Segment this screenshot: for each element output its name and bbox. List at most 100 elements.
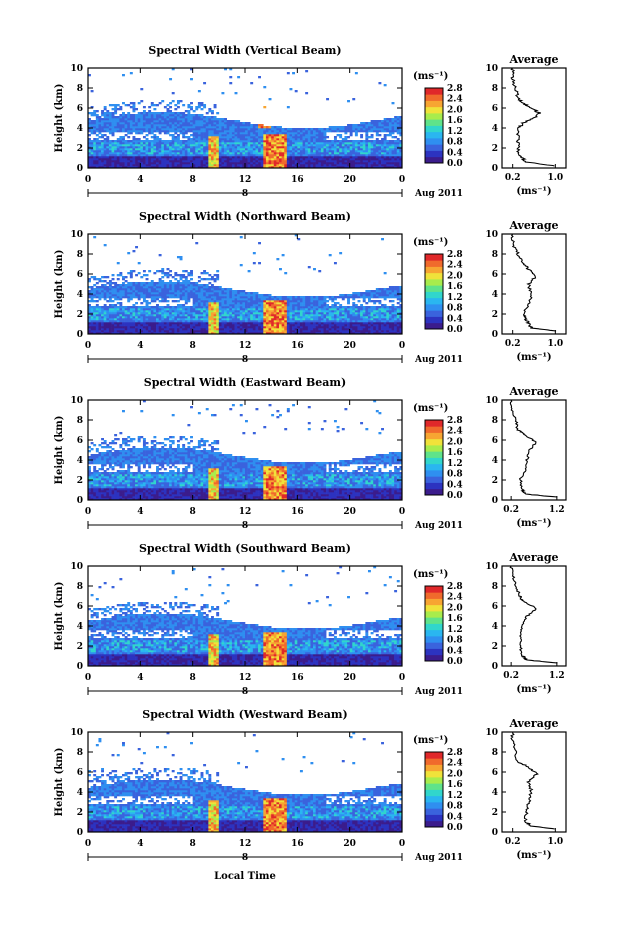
heatmap-cell xyxy=(263,136,267,139)
heatmap-cell xyxy=(265,308,269,311)
heatmap-cell xyxy=(169,130,173,133)
heatmap-cell xyxy=(184,116,188,119)
heatmap-cell xyxy=(176,330,180,333)
heatmap-cell xyxy=(179,314,183,317)
heatmap-cell xyxy=(176,316,180,319)
heatmap-cell xyxy=(184,144,188,147)
heatmap-cell xyxy=(195,128,199,131)
heatmap-cell xyxy=(245,162,248,165)
heatmap-cell xyxy=(163,128,167,131)
heatmap-cell xyxy=(299,324,303,327)
heatmap-cell xyxy=(231,136,235,139)
heatmap-cell xyxy=(263,142,267,145)
profile-x-tick-label: 0.2 xyxy=(505,173,521,183)
heatmap-cell xyxy=(354,134,358,137)
heatmap-cell xyxy=(124,318,128,321)
heatmap-cell xyxy=(320,148,324,151)
heatmap-cell xyxy=(284,134,288,137)
heatmap-cell xyxy=(365,144,369,147)
heatmap-cell xyxy=(127,104,131,107)
heatmap-cell xyxy=(265,310,269,313)
heatmap-cell xyxy=(216,124,220,127)
heatmap-cell xyxy=(367,140,371,143)
heatmap-cell xyxy=(234,130,238,133)
heatmap-cell xyxy=(255,304,259,307)
heatmap-cell xyxy=(221,138,225,141)
heatmap-cell xyxy=(231,154,235,157)
heatmap-cell xyxy=(297,140,301,143)
heatmap-cell xyxy=(114,164,118,167)
heatmap-cell xyxy=(234,148,238,151)
heatmap-cell xyxy=(260,152,264,155)
heatmap-cell xyxy=(171,158,175,161)
heatmap-cell xyxy=(166,274,170,277)
heatmap-cell xyxy=(163,150,167,153)
heatmap-cell xyxy=(271,300,275,303)
heatmap-cell xyxy=(239,146,243,149)
heatmap-cell xyxy=(103,294,107,297)
heatmap-cell xyxy=(142,156,146,159)
heatmap-cell xyxy=(106,288,110,291)
heatmap-cell xyxy=(281,296,285,299)
heatmap-cell xyxy=(135,152,139,155)
heatmap-cell xyxy=(169,158,173,161)
colorbar-tick-label: 0.4 xyxy=(447,148,463,158)
heatmap-cell xyxy=(247,306,251,309)
heatmap-cell xyxy=(114,106,118,109)
heatmap-cell xyxy=(98,332,102,335)
heatmap-cell xyxy=(192,140,196,143)
heatmap-cell xyxy=(216,308,220,311)
heatmap-cell xyxy=(166,330,170,333)
colorbar-unit: (ms⁻¹) xyxy=(413,71,448,82)
heatmap-cell xyxy=(216,160,220,163)
heatmap-cell xyxy=(153,332,157,335)
heatmap-cell xyxy=(237,130,241,133)
heatmap-cell xyxy=(184,148,188,151)
heatmap-cell xyxy=(203,300,207,303)
heatmap-cell xyxy=(221,290,225,293)
heatmap-cell xyxy=(336,126,340,129)
heatmap-cell xyxy=(362,124,366,127)
heatmap-cell xyxy=(203,120,207,123)
heatmap-cell xyxy=(176,310,180,313)
heatmap-cell xyxy=(352,154,356,157)
heatmap-cell xyxy=(245,328,248,331)
heatmap-cell xyxy=(391,126,395,129)
heatmap-cell xyxy=(88,332,91,335)
heatmap-cell xyxy=(399,166,403,169)
heatmap-cell xyxy=(114,146,118,149)
heatmap-cell xyxy=(90,308,94,311)
heatmap-cell xyxy=(237,152,241,155)
heatmap-cell xyxy=(171,162,175,165)
heatmap-cell xyxy=(88,140,91,143)
heatmap-cell xyxy=(352,166,356,169)
heatmap-cell xyxy=(132,138,136,141)
heatmap-cell xyxy=(224,330,227,333)
heatmap-cell xyxy=(365,154,369,157)
heatmap-cell xyxy=(163,286,167,289)
heatmap-cell xyxy=(347,136,350,139)
heatmap-cell xyxy=(263,300,267,303)
heatmap-cell xyxy=(268,128,272,131)
heatmap-cell xyxy=(245,150,248,153)
heatmap-cell xyxy=(93,148,97,151)
heatmap-cell xyxy=(93,330,97,333)
heatmap-cell xyxy=(184,320,188,323)
heatmap-cell xyxy=(234,292,238,295)
heatmap-cell xyxy=(103,152,107,155)
heatmap-cell xyxy=(205,320,209,323)
heatmap-cell xyxy=(299,296,303,299)
heatmap-cell xyxy=(333,136,337,139)
heatmap-cell xyxy=(192,308,196,311)
heatmap-cell xyxy=(367,158,371,161)
heatmap-cell xyxy=(388,148,392,151)
heatmap-cell xyxy=(239,152,243,155)
heatmap-cell xyxy=(216,326,220,329)
heatmap-cell xyxy=(101,312,104,315)
heatmap-cell xyxy=(213,104,217,107)
heatmap-cell xyxy=(163,140,167,143)
heatmap-cell xyxy=(213,162,217,165)
heatmap-cell xyxy=(93,296,97,299)
heatmap-cell xyxy=(200,114,204,117)
heatmap-cell xyxy=(399,162,403,165)
